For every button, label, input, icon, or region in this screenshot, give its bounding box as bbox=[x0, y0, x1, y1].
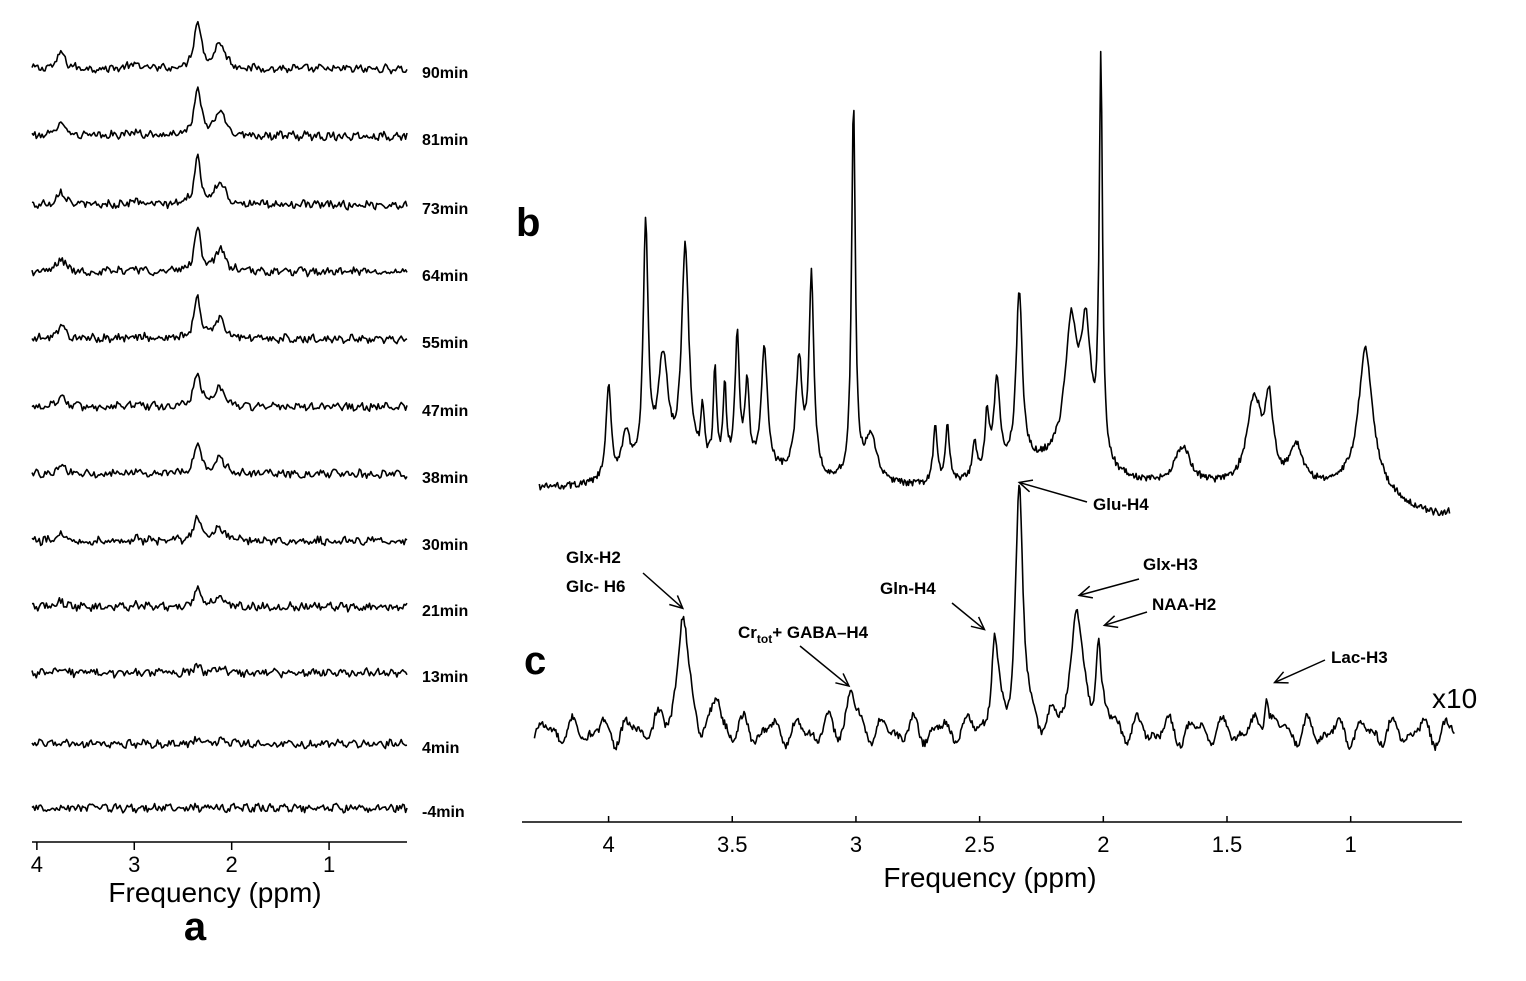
annotation-label: Glc- H6 bbox=[566, 577, 626, 596]
annotation-arrowhead bbox=[1077, 585, 1094, 599]
x-tick-label: 1.5 bbox=[1212, 832, 1243, 857]
panel-a-letter: a bbox=[184, 905, 207, 949]
time-label: -4min bbox=[422, 804, 465, 821]
panel-a-stacked-spectra: 90min 81min 73min 64min 55min 47min 38min 30min… bbox=[31, 20, 468, 821]
annotation-arrow bbox=[951, 602, 985, 631]
annotation-label: Glx-H3 bbox=[1143, 555, 1198, 574]
time-label: 73min bbox=[422, 201, 468, 218]
annotation-arrowhead bbox=[970, 616, 986, 631]
annotation-label: Glx-H2 bbox=[566, 548, 621, 567]
time-label: 81min bbox=[422, 132, 468, 149]
x-tick-label: 2 bbox=[1097, 832, 1109, 857]
x-tick-label: 1 bbox=[1345, 832, 1357, 857]
panel-a-x-axis-title: Frequency (ppm) bbox=[108, 877, 321, 908]
time-trace bbox=[31, 514, 408, 547]
annotation-arrowhead bbox=[1017, 479, 1034, 493]
time-label: 13min bbox=[422, 669, 468, 686]
panel-c-spectrum bbox=[533, 484, 1455, 751]
time-label: 64min bbox=[422, 268, 468, 285]
time-label: 21min bbox=[422, 603, 468, 620]
annotation-label: Crtot+ GABA–H4 bbox=[738, 623, 869, 646]
x-tick-label: 3 bbox=[128, 852, 140, 877]
time-trace bbox=[31, 802, 408, 814]
annotation-arrowhead bbox=[1102, 615, 1119, 629]
time-trace bbox=[31, 442, 408, 480]
x-tick-label: 4 bbox=[31, 852, 43, 877]
panel-c-scale-factor: x10 bbox=[1432, 683, 1477, 714]
panel-a-x-axis: 4 3 2 1 bbox=[31, 841, 407, 877]
annotation-arrow bbox=[1078, 578, 1140, 597]
annotation-arrowhead bbox=[669, 595, 685, 610]
time-trace bbox=[31, 226, 408, 278]
panel-bc-x-axis-title: Frequency (ppm) bbox=[883, 862, 1096, 893]
time-trace bbox=[31, 20, 408, 75]
time-trace bbox=[31, 662, 408, 679]
x-tick-label: 2 bbox=[226, 852, 238, 877]
annotation-label: Lac-H3 bbox=[1331, 648, 1388, 667]
time-trace bbox=[31, 735, 408, 750]
panel-c-letter: c bbox=[524, 639, 546, 683]
annotation-label: NAA-H2 bbox=[1152, 595, 1216, 614]
panel-b-letter: b bbox=[516, 201, 540, 245]
annotation-label: Gln-H4 bbox=[880, 579, 936, 598]
time-label: 55min bbox=[422, 335, 468, 352]
annotation-arrow bbox=[642, 572, 684, 609]
annotation-arrowhead bbox=[835, 673, 851, 688]
spectrum-c-trace bbox=[533, 484, 1455, 751]
time-label: 47min bbox=[422, 403, 468, 420]
x-tick-label: 2.5 bbox=[964, 832, 995, 857]
time-trace bbox=[31, 372, 408, 412]
annotation-label: Glu-H4 bbox=[1093, 495, 1149, 514]
time-trace bbox=[31, 294, 408, 345]
time-label: 90min bbox=[422, 65, 468, 82]
time-trace bbox=[31, 86, 408, 142]
spectrum-b-trace bbox=[538, 50, 1451, 517]
panel-c-annotations: Glu-H4 Glx-H2 Glc- H6 Crtot+ GABA–H4 Gln-H4 G… bbox=[566, 479, 1388, 688]
panel-b-spectrum bbox=[538, 50, 1451, 517]
annotation-arrow bbox=[799, 645, 850, 687]
time-trace bbox=[31, 585, 408, 613]
x-tick-label: 1 bbox=[323, 852, 335, 877]
annotation-arrow bbox=[1104, 611, 1148, 627]
time-trace bbox=[31, 153, 408, 211]
panel-bc-x-axis: 4 3.5 3 2.5 2 1.5 1 bbox=[522, 816, 1462, 857]
time-label: 38min bbox=[422, 470, 468, 487]
annotation-arrowhead bbox=[1273, 671, 1289, 684]
time-label: 4min bbox=[422, 740, 459, 757]
annotation-arrow bbox=[1274, 659, 1326, 684]
x-tick-label: 4 bbox=[602, 832, 614, 857]
annotation-arrow bbox=[1019, 481, 1088, 503]
time-label: 30min bbox=[422, 537, 468, 554]
x-tick-label: 3 bbox=[850, 832, 862, 857]
x-tick-label: 3.5 bbox=[717, 832, 748, 857]
